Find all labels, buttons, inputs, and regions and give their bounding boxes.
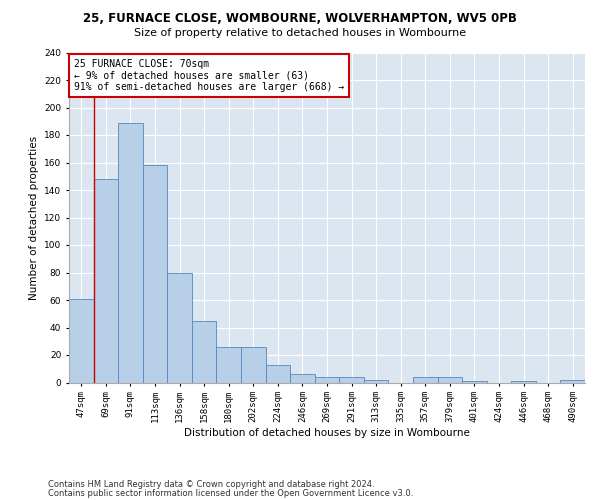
Bar	[560, 380, 585, 382]
X-axis label: Distribution of detached houses by size in Wombourne: Distribution of detached houses by size …	[184, 428, 470, 438]
Bar	[143, 165, 167, 382]
Text: 25, FURNACE CLOSE, WOMBOURNE, WOLVERHAMPTON, WV5 0PB: 25, FURNACE CLOSE, WOMBOURNE, WOLVERHAMP…	[83, 12, 517, 26]
Bar	[241, 347, 266, 382]
Bar	[339, 377, 364, 382]
Bar	[511, 381, 536, 382]
Bar	[290, 374, 315, 382]
Bar	[94, 179, 118, 382]
Bar	[266, 364, 290, 382]
Bar	[217, 347, 241, 382]
Text: 25 FURNACE CLOSE: 70sqm
← 9% of detached houses are smaller (63)
91% of semi-det: 25 FURNACE CLOSE: 70sqm ← 9% of detached…	[74, 59, 344, 92]
Bar	[167, 272, 192, 382]
Bar	[315, 377, 339, 382]
Text: Contains public sector information licensed under the Open Government Licence v3: Contains public sector information licen…	[48, 490, 413, 498]
Bar	[118, 122, 143, 382]
Bar	[69, 298, 94, 382]
Bar	[413, 377, 437, 382]
Bar	[462, 381, 487, 382]
Bar	[192, 320, 217, 382]
Text: Contains HM Land Registry data © Crown copyright and database right 2024.: Contains HM Land Registry data © Crown c…	[48, 480, 374, 489]
Bar	[437, 377, 462, 382]
Y-axis label: Number of detached properties: Number of detached properties	[29, 136, 38, 300]
Text: Size of property relative to detached houses in Wombourne: Size of property relative to detached ho…	[134, 28, 466, 38]
Bar	[364, 380, 388, 382]
